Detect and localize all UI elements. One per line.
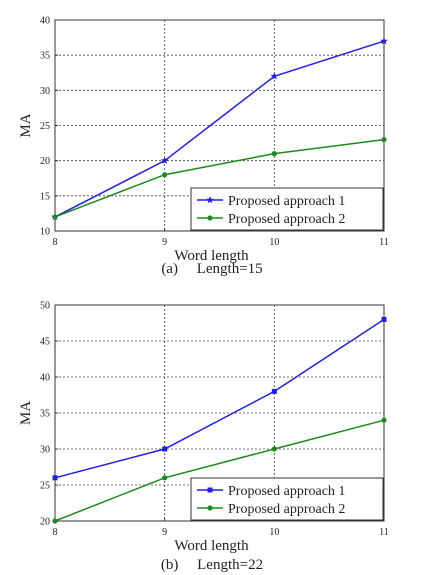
legend: Proposed approach 1 Proposed approach 2	[190, 477, 384, 521]
x-tick-label: 9	[162, 527, 167, 538]
y-tick-label: 10	[40, 227, 50, 238]
series-line	[54, 40, 385, 218]
data-point	[271, 388, 277, 394]
series-1-b	[52, 316, 387, 481]
data-point	[162, 475, 168, 481]
x-tick-label: 9	[162, 237, 167, 248]
series-line	[54, 419, 385, 522]
series-2-b	[52, 417, 387, 524]
y-tick-label: 30	[40, 86, 50, 97]
legend-item: Proposed approach 1	[197, 194, 345, 209]
caption-b: (b) Length=22	[160, 557, 264, 573]
caption-a: (a) Length=15	[161, 261, 263, 277]
legend-label: Proposed approach 2	[228, 212, 345, 227]
chart-b: 8 9 10 11 20 25 30 35 40 45 50 Word length MA Propose…	[18, 301, 389, 555]
legend-item: Proposed approach 1	[197, 484, 345, 499]
legend-marker	[207, 487, 213, 493]
x-tick-label: 8	[53, 527, 58, 538]
y-tick-label: 15	[40, 191, 50, 202]
y-tick-label: 50	[40, 301, 50, 312]
legend: Proposed approach 1 Proposed approach 2	[190, 187, 384, 231]
y-axis-label: MA	[18, 113, 34, 137]
series-2-a	[52, 136, 387, 220]
y-tick-label: 30	[40, 445, 50, 456]
legend-box	[190, 187, 384, 231]
data-point	[271, 446, 277, 452]
x-tick-label: 8	[53, 237, 58, 248]
x-tick-label: 11	[379, 237, 389, 248]
y-tick-label: 20	[40, 156, 50, 167]
x-tick-label: 11	[379, 527, 389, 538]
data-point	[162, 446, 168, 452]
data-point	[270, 72, 279, 80]
legend-marker	[206, 196, 214, 204]
data-point	[381, 417, 387, 423]
data-point	[381, 136, 387, 143]
series-line	[54, 318, 385, 479]
data-point	[162, 172, 168, 178]
legend-label: Proposed approach 1	[228, 194, 345, 209]
legend-box	[190, 477, 384, 521]
y-tick-label: 25	[40, 121, 50, 132]
data-point	[381, 316, 387, 322]
series-line	[54, 138, 385, 218]
data-point	[271, 151, 277, 157]
legend-item: Proposed approach 2	[197, 502, 345, 517]
x-axis-label: Word length	[174, 538, 249, 554]
y-tick-label: 40	[40, 373, 50, 384]
data-point	[52, 475, 58, 481]
legend-marker	[207, 505, 213, 511]
x-tick-label: 10	[269, 527, 279, 538]
legend-label: Proposed approach 2	[228, 502, 345, 517]
y-tick-label: 20	[40, 517, 50, 528]
y-axis-label: MA	[18, 401, 34, 425]
y-tick-label: 25	[40, 481, 50, 492]
data-point	[380, 37, 388, 45]
chart-a: 8 9 10 11 10 15 20 25 30 35 40 Word length MA Propose…	[18, 16, 389, 265]
y-tick-label: 40	[40, 16, 50, 27]
data-point	[52, 214, 58, 220]
legend-marker	[207, 215, 213, 221]
y-tick-label: 45	[40, 337, 50, 348]
y-tick-label: 35	[40, 51, 50, 62]
y-tick-label: 35	[40, 409, 50, 420]
x-axis-label: Word length	[174, 248, 249, 264]
x-tick-label: 10	[269, 237, 279, 248]
data-point	[160, 156, 169, 164]
data-point	[52, 518, 58, 524]
legend-item: Proposed approach 2	[197, 212, 345, 227]
legend-label: Proposed approach 1	[228, 484, 345, 499]
